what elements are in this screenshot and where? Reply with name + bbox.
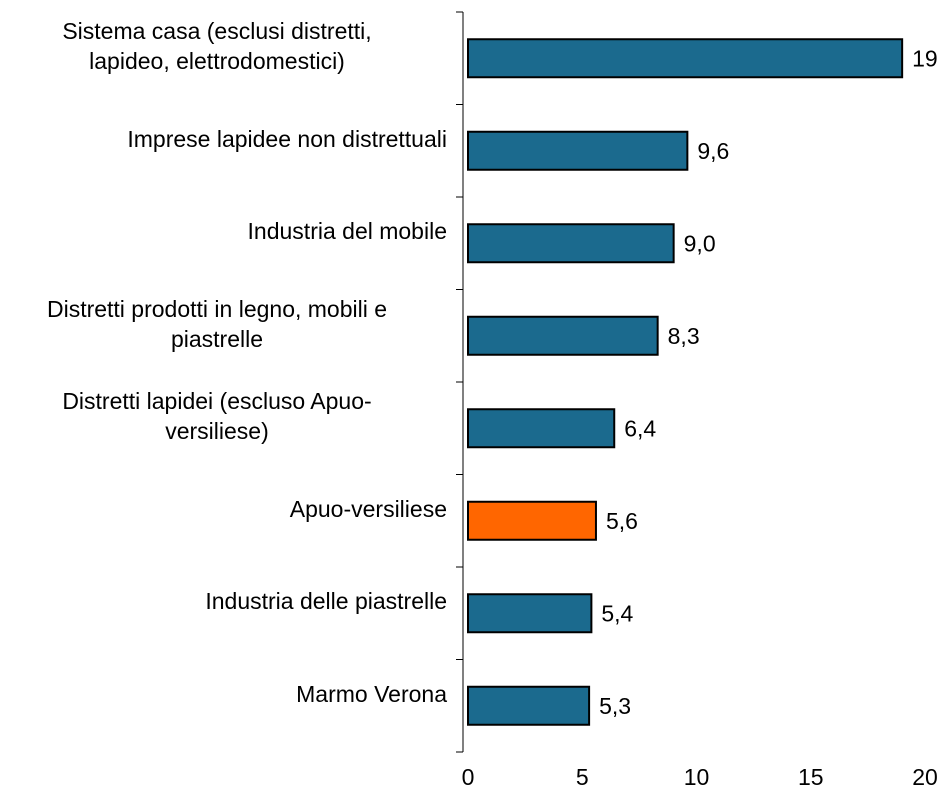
x-tick-label: 0: [462, 764, 475, 790]
value-label: 5,6: [606, 508, 638, 534]
y-tick-label: Distretti lapidei (escluso Apuo- versili…: [62, 388, 372, 445]
bar: [467, 500, 597, 541]
y-tick-label: Marmo Verona: [296, 680, 447, 707]
y-tick-label: Imprese lapidee non distrettuali: [127, 125, 447, 152]
value-label: 6,4: [624, 415, 656, 441]
x-tick-label: 15: [798, 764, 824, 790]
y-tick-label: Industria delle piastrelle: [205, 588, 447, 615]
value-label: 9,6: [697, 138, 729, 164]
value-label: 19: [912, 45, 938, 71]
bar: [467, 130, 689, 171]
y-tick-label: Sistema casa (esclusi distretti, lapideo…: [62, 18, 372, 75]
bar: [467, 38, 904, 79]
x-tick-label: 5: [576, 764, 589, 790]
value-label: 5,4: [601, 600, 633, 626]
value-label: 5,3: [599, 693, 631, 719]
value-label: 9,0: [684, 230, 716, 256]
bar: [467, 315, 659, 356]
bar: [467, 593, 593, 634]
x-tick-label: 20: [912, 764, 938, 790]
y-tick-label: Industria del mobile: [247, 218, 447, 245]
x-tick-label: 10: [684, 764, 710, 790]
bar: [467, 408, 616, 449]
value-label: 8,3: [668, 323, 700, 349]
bar: [467, 685, 591, 726]
bar: [467, 223, 675, 264]
y-tick-label: Distretti prodotti in legno, mobili e pi…: [46, 295, 388, 352]
y-tick-label: Apuo-versiliese: [289, 495, 447, 522]
